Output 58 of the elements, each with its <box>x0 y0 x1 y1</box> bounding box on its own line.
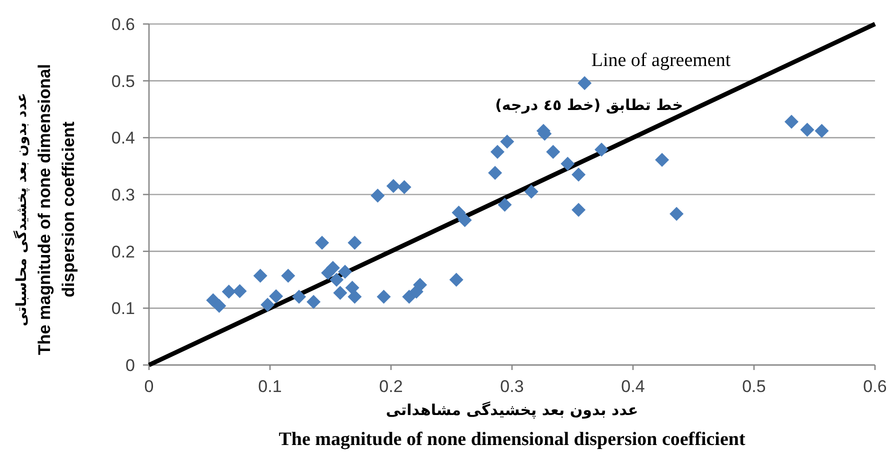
point <box>594 142 609 157</box>
x-tick-label: 0.4 <box>621 377 645 396</box>
point <box>269 289 284 304</box>
point <box>784 114 799 129</box>
point <box>376 290 391 304</box>
point <box>488 166 502 180</box>
point <box>292 290 306 304</box>
y-tick-label: 0.3 <box>111 186 135 204</box>
x-tick-label: 0.6 <box>863 377 887 396</box>
point <box>212 298 226 313</box>
point <box>370 188 385 203</box>
point <box>572 202 586 217</box>
point <box>546 144 560 159</box>
point <box>253 268 268 283</box>
point <box>560 156 575 171</box>
point <box>524 184 538 199</box>
x-tick-label: 0.5 <box>742 377 766 396</box>
point <box>333 286 348 300</box>
point <box>449 272 464 287</box>
point <box>402 290 416 304</box>
point <box>490 144 504 159</box>
point <box>315 236 330 250</box>
point <box>260 298 275 312</box>
point <box>452 206 466 220</box>
point <box>222 284 236 299</box>
y-tick-label: 0.5 <box>111 72 135 91</box>
x-tick-label: 0 <box>144 377 154 396</box>
point <box>572 168 586 182</box>
point <box>655 152 670 167</box>
point <box>348 290 362 304</box>
y-tick-label: 0 <box>126 356 135 375</box>
x-tick-label: 0.2 <box>379 377 403 396</box>
y-tick-label: 0.2 <box>111 242 135 262</box>
y-tick-label: 0.1 <box>111 299 135 318</box>
point <box>413 278 428 292</box>
point <box>306 294 321 309</box>
point <box>578 76 592 90</box>
point <box>338 264 352 279</box>
point <box>330 272 344 287</box>
y-tick-label: 0.6 <box>111 15 135 34</box>
y-tick-label: 0.4 <box>111 128 135 148</box>
point <box>498 198 512 212</box>
point <box>232 284 247 298</box>
point <box>281 268 296 283</box>
annotation: خط تطابق (خط ٤٥ درجه) <box>495 96 683 114</box>
point <box>326 260 340 275</box>
point <box>345 280 360 295</box>
x-tick-label: 0.1 <box>258 377 282 396</box>
x-tick-label: 0.3 <box>500 377 524 396</box>
point <box>500 134 514 149</box>
point <box>458 213 472 228</box>
point <box>397 180 412 194</box>
point <box>800 122 814 137</box>
point <box>670 206 684 221</box>
point <box>814 124 829 138</box>
point <box>348 236 362 250</box>
point <box>386 178 400 193</box>
annotation: Line of agreement <box>591 50 732 71</box>
